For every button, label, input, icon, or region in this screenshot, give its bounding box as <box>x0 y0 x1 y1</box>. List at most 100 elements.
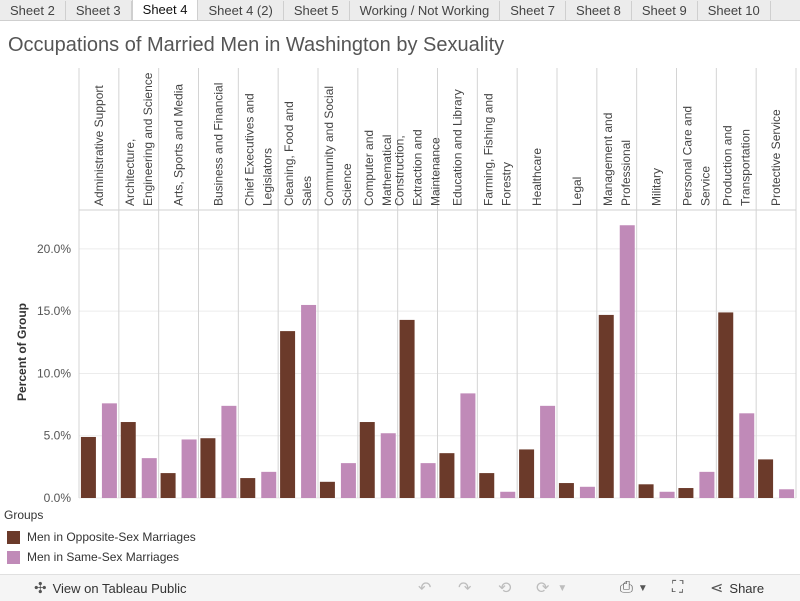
category-header: Arts, Sports and Media <box>172 84 186 206</box>
legend-label: Men in Same-Sex Marriages <box>27 550 180 564</box>
bar <box>80 436 96 498</box>
download-button[interactable]: ⎙ ▼ <box>620 575 648 601</box>
bar <box>439 453 455 498</box>
revert-icon: ⟲ <box>498 580 512 597</box>
category-header: Legal <box>570 177 584 206</box>
bar <box>359 422 375 498</box>
category-header: Administrative Support <box>92 85 106 206</box>
view-on-tableau-label: View on Tableau Public <box>52 580 187 596</box>
share-icon: ⋖ <box>710 580 724 597</box>
category-header: Transportation <box>738 129 752 206</box>
tab-working-not-working[interactable]: Working / Not Working <box>350 1 501 20</box>
bar <box>240 478 256 498</box>
legend: Groups Men in Opposite-Sex Marriages Men… <box>4 508 196 567</box>
category-header: Maintenance <box>429 137 443 206</box>
legend-swatch <box>7 530 20 544</box>
y-tick-label: 20.0% <box>37 242 71 256</box>
tab-sheet-4-2[interactable]: Sheet 4 (2) <box>198 1 284 20</box>
refresh-button[interactable]: ⟳ ▼ <box>536 575 567 601</box>
revert-button[interactable]: ⟲ <box>498 575 511 601</box>
tab-sheet-3[interactable]: Sheet 3 <box>66 1 132 20</box>
bottom-toolbar: ✣ View on Tableau Public ↶ ↷ ⟲ ⟳ ▼ ⎙ ▼ ⛶ ⋖… <box>0 574 800 601</box>
legend-label: Men in Opposite-Sex Marriages <box>27 530 196 544</box>
tab-sheet-10[interactable]: Sheet 10 <box>698 1 771 20</box>
bar <box>120 422 136 498</box>
category-header: Legislators <box>260 148 274 206</box>
bar <box>678 488 694 498</box>
bar <box>340 463 356 498</box>
bar <box>319 481 335 498</box>
legend-title: Groups <box>4 508 44 522</box>
category-header: Education and Library <box>450 89 464 206</box>
tab-sheet-5[interactable]: Sheet 5 <box>284 1 350 20</box>
category-header: Computer and <box>362 130 376 206</box>
category-header: Sales <box>300 176 314 206</box>
category-header: Management and <box>601 113 615 206</box>
category-header: Chief Executives and <box>242 93 256 206</box>
category-header: Personal Care and <box>680 106 694 206</box>
category-header: Business and Financial <box>211 83 225 206</box>
legend-item-same-sex[interactable]: Men in Same-Sex Marriages <box>4 547 196 567</box>
category-header: Military <box>650 168 664 206</box>
y-tick-label: 15.0% <box>37 304 71 318</box>
bar <box>779 489 795 498</box>
legend-item-opposite-sex[interactable]: Men in Opposite-Sex Marriages <box>4 527 196 547</box>
bar <box>500 491 516 498</box>
category-header: Production and <box>720 125 734 206</box>
y-tick-label: 10.0% <box>37 366 71 380</box>
undo-button[interactable]: ↶ <box>418 575 431 601</box>
tableau-logo-icon: ✣ <box>34 580 47 597</box>
bar <box>420 463 436 498</box>
chevron-down-icon: ▼ <box>557 582 568 594</box>
category-header: Mathematical <box>380 135 394 206</box>
category-header: Professional <box>619 140 633 206</box>
category-header: Forestry <box>499 162 513 206</box>
fullscreen-icon: ⛶ <box>672 579 684 596</box>
chevron-down-icon: ▼ <box>637 582 648 594</box>
bar <box>540 405 556 498</box>
bar <box>699 471 715 498</box>
bar <box>221 405 237 498</box>
download-icon: ⎙ <box>620 579 633 596</box>
bar <box>160 473 176 498</box>
tab-sheet-9[interactable]: Sheet 9 <box>632 1 698 20</box>
category-header: Science <box>340 163 354 206</box>
tab-sheet-8[interactable]: Sheet 8 <box>566 1 632 20</box>
share-label: Share <box>729 580 765 596</box>
category-header: Engineering and Science <box>141 72 155 206</box>
y-axis-title: Percent of Group <box>15 303 29 401</box>
view-on-tableau-button[interactable]: ✣ View on Tableau Public <box>34 575 187 601</box>
tab-sheet-2[interactable]: Sheet 2 <box>0 1 66 20</box>
category-header: Cleaning, Food and <box>282 101 296 206</box>
bar <box>519 449 535 498</box>
category-header: Community and Social <box>322 86 336 206</box>
bar <box>619 225 635 498</box>
bar <box>141 458 157 498</box>
bar <box>200 438 216 498</box>
bar <box>460 393 476 498</box>
redo-button[interactable]: ↷ <box>458 575 471 601</box>
refresh-icon: ⟳ <box>536 580 550 597</box>
redo-icon: ↷ <box>458 580 472 597</box>
category-header: Service <box>698 166 712 206</box>
chart-title: Occupations of Married Men in Washington… <box>8 34 505 56</box>
bar <box>380 433 396 498</box>
tab-sheet-4[interactable]: Sheet 4 <box>131 0 199 20</box>
bar <box>280 331 296 498</box>
bar <box>718 312 734 498</box>
bar <box>399 319 415 498</box>
bar <box>261 471 277 498</box>
category-header: Architecture, <box>123 139 137 206</box>
y-tick-label: 0.0% <box>44 491 72 505</box>
category-header: Construction, <box>393 135 407 206</box>
tab-sheet-7[interactable]: Sheet 7 <box>500 1 567 20</box>
bar <box>558 483 574 498</box>
bar <box>301 304 317 498</box>
y-tick-label: 5.0% <box>44 429 72 443</box>
fullscreen-button[interactable]: ⛶ <box>672 575 683 601</box>
bar-chart: 0.0% 5.0% 10.0% 15.0% 20.0% Administrative Su… <box>15 68 797 505</box>
bar <box>638 484 654 498</box>
bar <box>579 486 595 498</box>
share-button[interactable]: ⋖ Share <box>710 575 764 601</box>
bar <box>758 459 774 498</box>
